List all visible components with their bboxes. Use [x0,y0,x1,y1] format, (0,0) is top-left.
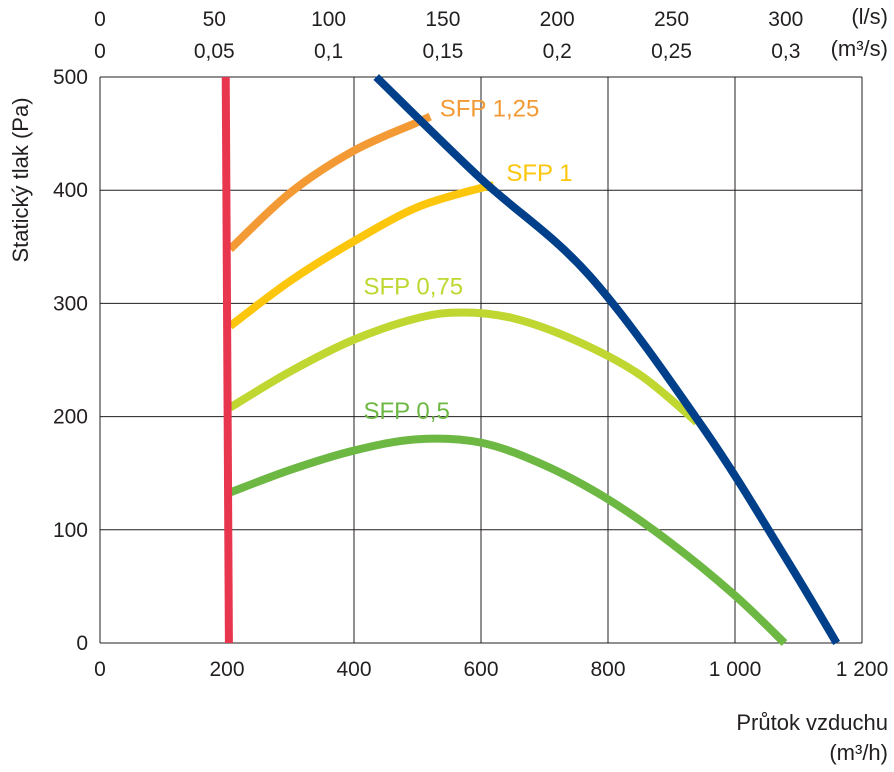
y-tick-label: 200 [53,406,88,429]
top-axis-tick-label: 250 [654,8,689,31]
x-axis-label: Průtok vzduchu [736,710,888,735]
series-line-sfp-0-5 [228,434,788,646]
series-line-sfp-1-25 [227,112,432,252]
x-axis-unit: (m³/h) [829,740,888,765]
x-tick-label: 200 [209,658,244,681]
x-tick-label: 0 [94,658,106,681]
top-axis-tick-label: 100 [311,8,346,31]
y-tick-label: 500 [53,66,88,89]
y-axis-label: Statický tlak (Pa) [8,97,33,262]
top-axis-unit-m3s: (m³/s) [831,36,888,61]
top-axis-tick-label: 0,1 [314,40,343,63]
grid [99,76,863,644]
tick-labels: 0 200 400 600 800 1 000 1 20001002003004005000… [53,8,888,681]
top-axis-tick-label: 0,3 [771,40,800,63]
top-axis-tick-label: 300 [768,8,803,31]
top-axis-unit-ls: (l/s) [851,4,888,29]
series-line-5 [221,76,233,644]
series-label: SFP 0,5 [364,398,450,425]
top-axis-tick-label: 0 [94,40,106,63]
series-line-4 [373,74,841,646]
y-tick-label: 300 [53,292,88,315]
y-tick-label: 100 [53,519,88,542]
x-tick-label: 400 [336,658,371,681]
top-axis-tick-label: 0,05 [194,40,235,63]
top-axis-tick-label: 0 [94,8,106,31]
x-tick-label: 600 [463,658,498,681]
top-axis-tick-label: 0,15 [422,40,463,63]
series-label: SFP 1,25 [440,96,540,123]
series-line-sfp-1 [227,181,495,330]
y-tick-label: 0 [76,632,88,655]
top-axis-tick-label: 200 [540,8,575,31]
series-label: SFP 1 [506,160,572,187]
series-lines [221,74,841,646]
x-tick-label: 1 000 [709,658,762,681]
series-labels: SFP 1,25 SFP 1 SFP 0,75 SFP 0,5 [364,96,573,425]
top-axis-tick-label: 150 [425,8,460,31]
x-tick-label: 1 200 [836,658,889,681]
top-axis-tick-label: 0,2 [543,40,572,63]
series-line-sfp-0-75 [228,308,700,426]
x-tick-label: 800 [590,658,625,681]
series-label: SFP 0,75 [364,273,464,300]
top-axis-tick-label: 0,25 [651,40,692,63]
y-tick-label: 400 [53,179,88,202]
top-axis-tick-label: 50 [203,8,226,31]
